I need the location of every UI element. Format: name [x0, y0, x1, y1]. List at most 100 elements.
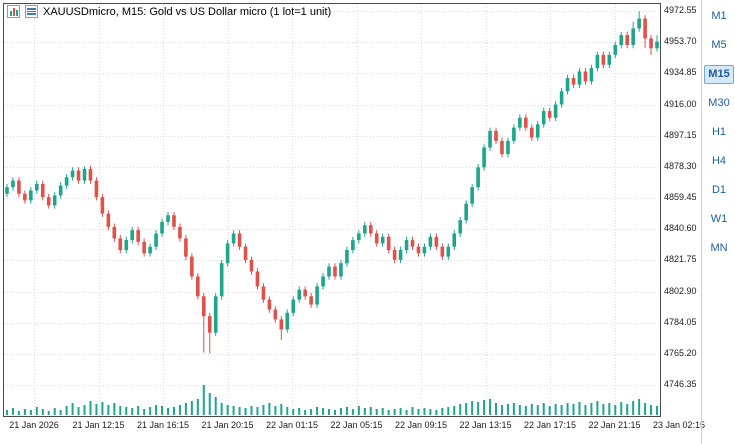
candle-body — [201, 296, 206, 317]
candle-body — [124, 240, 129, 250]
candle-body — [11, 180, 15, 188]
volume-bar — [35, 407, 38, 415]
volume-bar — [542, 403, 545, 415]
candle-body — [488, 130, 492, 148]
candle-body — [327, 266, 331, 277]
volume-bar — [465, 403, 468, 415]
volume-bar — [512, 403, 515, 415]
time-label: 21 Jan 20:15 — [201, 420, 254, 430]
chart-plot-area[interactable] — [3, 3, 661, 417]
volume-bar — [363, 408, 366, 415]
volume-bar — [95, 404, 98, 415]
timeframe-button-d1[interactable]: D1 — [711, 184, 727, 196]
candle-body — [58, 185, 63, 196]
volume-bar — [459, 404, 462, 415]
volume-bar — [190, 401, 193, 415]
candle-body — [512, 127, 516, 141]
volume-bar — [381, 408, 384, 415]
candle-body — [500, 140, 504, 155]
candle-body — [559, 91, 564, 105]
volume-bar — [322, 408, 325, 415]
volume-bars — [5, 385, 659, 415]
volume-bar — [333, 410, 336, 415]
volume-bar — [107, 405, 110, 415]
volume-bar — [196, 399, 199, 415]
candle-body — [351, 240, 355, 250]
volume-bar — [202, 385, 205, 415]
timeframe-button-h1[interactable]: H1 — [711, 126, 727, 138]
volume-bar — [178, 405, 181, 415]
volume-bar — [172, 407, 175, 415]
candle-body — [398, 249, 403, 260]
timeframe-button-mn[interactable]: MN — [710, 242, 728, 254]
volume-bar — [602, 404, 605, 415]
price-label: 4934.85 — [664, 67, 697, 78]
candle-body — [243, 246, 248, 260]
volume-bar — [131, 408, 134, 415]
price-label: 4859.45 — [664, 192, 697, 202]
volume-bar — [11, 408, 14, 415]
volume-bar — [572, 404, 575, 415]
candle-body — [17, 180, 21, 194]
candle-body — [333, 266, 337, 277]
volume-bar — [584, 405, 587, 415]
candle-body — [404, 240, 409, 250]
candle-body — [249, 259, 254, 272]
candle-body — [40, 183, 45, 198]
volume-bar — [393, 409, 396, 415]
candle-body — [607, 54, 612, 65]
candle-body — [553, 104, 558, 118]
volume-bar — [626, 404, 629, 415]
volume-bar — [453, 406, 456, 415]
list-icon[interactable] — [25, 5, 38, 18]
volume-bar — [310, 409, 313, 415]
chart-header: XAUUSDmicro, M15: Gold vs US Dollar micr… — [7, 5, 331, 18]
candlestick-icon[interactable] — [7, 5, 20, 18]
candle-body — [219, 263, 224, 297]
timeframe-button-m30[interactable]: M30 — [708, 97, 730, 109]
time-axis: 21 Jan 2026 21 Jan 12:15 21 Jan 16:15 21 Ja… — [4, 420, 730, 433]
volume-bar — [632, 401, 635, 415]
candle-body — [136, 230, 140, 242]
volume-bar — [578, 402, 581, 415]
price-label: 4784.05 — [664, 316, 697, 327]
candlestick-chart[interactable] — [4, 4, 660, 416]
candle-body — [631, 28, 635, 45]
candle-body — [112, 226, 117, 239]
candle-body — [267, 299, 272, 310]
candle-body — [613, 44, 618, 55]
volume-bar — [536, 405, 539, 415]
candle-body — [207, 316, 212, 333]
time-label: 22 Jan 09:15 — [394, 420, 448, 430]
volume-bar — [620, 402, 623, 415]
price-label: 4878.30 — [664, 160, 697, 171]
time-label: 22 Jan 13:15 — [459, 420, 512, 430]
volume-bar — [41, 409, 44, 415]
candle-body — [422, 246, 427, 254]
timeframe-button-m15[interactable]: M15 — [704, 65, 734, 84]
candle-body — [446, 246, 451, 257]
candle-body — [178, 226, 182, 239]
candle-body — [237, 233, 242, 247]
candle-body — [29, 190, 33, 201]
volume-bar — [423, 408, 426, 415]
candle-body — [655, 41, 659, 49]
price-axis: 4972.55 4953.70 4934.85 4916.00 4897.15 4878.… — [664, 3, 706, 423]
volume-bar — [286, 407, 289, 415]
timeframe-button-m1[interactable]: M1 — [711, 10, 727, 22]
volume-bar — [47, 411, 50, 415]
timeframe-button-w1[interactable]: W1 — [710, 213, 728, 225]
volume-bar — [214, 397, 217, 415]
volume-bar — [650, 405, 653, 415]
candle-body — [225, 243, 230, 264]
timeframe-button-h4[interactable]: H4 — [711, 155, 727, 167]
candle-body — [76, 170, 81, 181]
volume-bar — [387, 410, 390, 415]
timeframe-button-m5[interactable]: M5 — [711, 39, 727, 51]
volume-bar — [495, 403, 497, 415]
volume-bar — [375, 409, 378, 415]
candle-body — [190, 256, 194, 277]
candle-body — [130, 230, 135, 241]
candle-body — [52, 195, 57, 206]
candle-body — [154, 233, 158, 247]
